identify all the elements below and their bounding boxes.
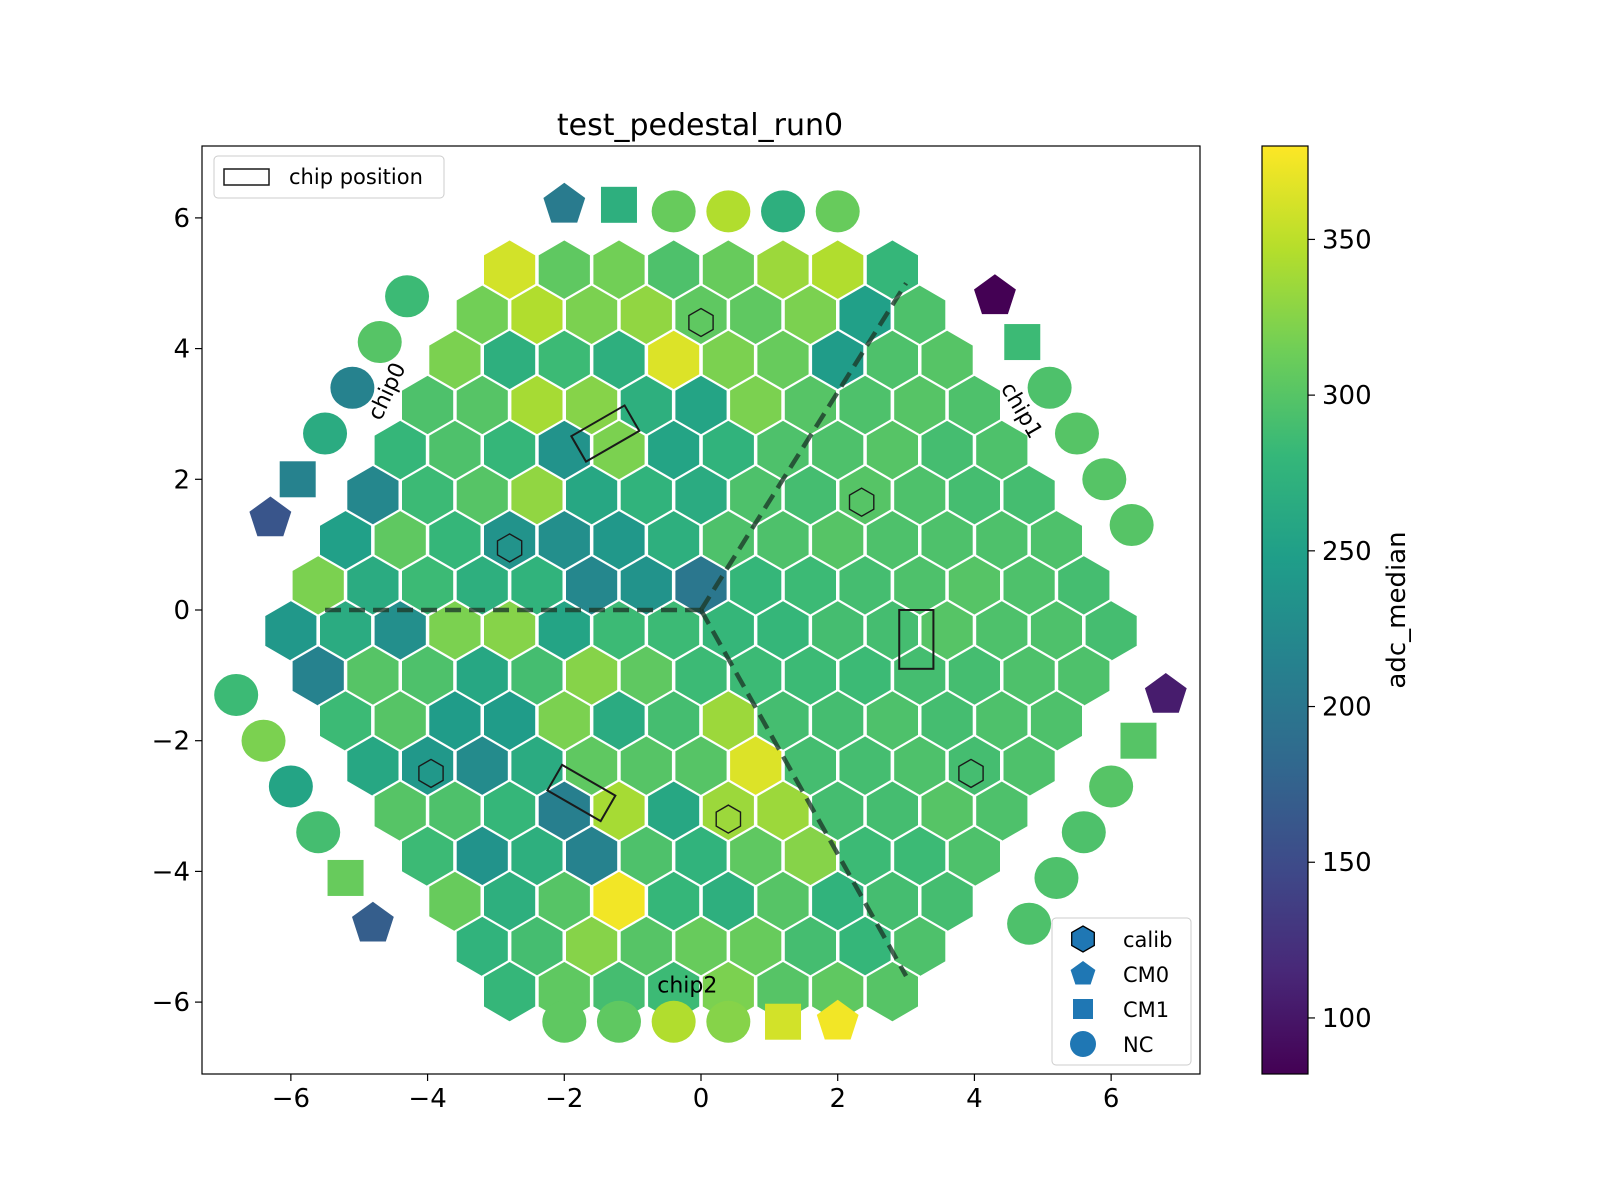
colorbar-tick-label: 150 — [1322, 848, 1372, 878]
cm0-channel-marker — [352, 901, 394, 942]
nc-channel-marker — [1034, 856, 1079, 899]
nc-channel-marker — [651, 190, 696, 233]
chip-position-rect — [898, 609, 935, 670]
legend-entry: NC — [1070, 1031, 1153, 1057]
chart-title: test_pedestal_run0 — [557, 108, 843, 143]
y-tick-label: 0 — [173, 596, 190, 626]
cm1-channel-marker — [279, 461, 316, 498]
x-tick-label: 2 — [829, 1084, 846, 1114]
nc-channel-marker — [303, 412, 348, 455]
nc-channel-marker — [1061, 811, 1106, 854]
hexagon-icon — [1071, 925, 1095, 953]
chip-boundary-line — [699, 608, 909, 978]
chip-position-rect — [546, 763, 617, 823]
cm1-channel-marker — [327, 859, 364, 896]
square-icon — [1073, 999, 1093, 1019]
nc-channel-marker — [357, 321, 402, 364]
cm0-channel-marker — [1144, 673, 1187, 713]
nc-channel-marker — [1082, 458, 1127, 501]
y-tick-label: 6 — [173, 204, 190, 234]
cm0-channel-marker — [249, 496, 292, 537]
calib-cell-outline — [418, 758, 444, 789]
hexagon-cell — [864, 959, 921, 1024]
cm0-channel-marker — [816, 999, 859, 1040]
edge-markers — [214, 182, 1187, 1043]
x-tick-label: 4 — [966, 1084, 983, 1114]
nc-channel-marker — [596, 1000, 641, 1043]
cm1-channel-marker — [1120, 722, 1157, 759]
legend-chip-position: chip position — [213, 155, 445, 199]
calib-cell-outline — [848, 487, 875, 518]
legend-label: CM0 — [1123, 963, 1169, 987]
nc-channel-marker — [1054, 412, 1099, 455]
calib-cell-outline — [958, 758, 984, 789]
cm1-channel-marker — [765, 1003, 802, 1040]
colorbar-tick-label: 250 — [1322, 537, 1372, 567]
nc-channel-marker — [385, 275, 430, 318]
legend-channel-types: calib CM0 CM1 NC — [1051, 917, 1192, 1066]
legend-entry: CM0 — [1070, 961, 1169, 987]
nc-channel-marker — [761, 190, 806, 233]
y-tick-label: −6 — [152, 988, 190, 1018]
nc-channel-marker — [542, 1000, 587, 1043]
legends: chip position calib CM0 CM1 NC — [213, 155, 1192, 1066]
calib-cell-outline — [688, 307, 714, 338]
legend-box — [1051, 917, 1192, 1066]
legend-entry: CM1 — [1073, 998, 1169, 1022]
calib-cell-outline — [496, 533, 523, 563]
nc-channel-marker — [1027, 366, 1072, 409]
colorbar-tick-label: 300 — [1322, 381, 1372, 411]
legend-entry: calib — [1071, 925, 1172, 953]
cm1-channel-marker — [1004, 324, 1041, 361]
y-tick-label: −4 — [152, 857, 190, 887]
x-tick-label: 0 — [693, 1084, 710, 1114]
legend-label: chip position — [289, 165, 423, 189]
legend-rect-icon — [223, 168, 270, 186]
calib-cell-outline — [715, 804, 742, 834]
y-tick-label: 2 — [173, 465, 190, 495]
nc-channel-marker — [214, 673, 259, 716]
nc-channel-marker — [241, 719, 286, 762]
chip-label: chip2 — [657, 973, 717, 998]
x-tick-label: 6 — [1103, 1084, 1120, 1114]
nc-channel-marker — [706, 1000, 751, 1043]
colorbar: 100 150 200 250 300 350 adc_median — [1261, 145, 1412, 1075]
nc-channel-marker — [651, 1000, 696, 1043]
nc-channel-marker — [815, 190, 860, 233]
x-tick-label: −6 — [272, 1084, 310, 1114]
legend-label: calib — [1123, 928, 1172, 952]
y-tick-label: 4 — [173, 335, 190, 365]
nc-channel-marker — [330, 366, 375, 409]
legend-label: NC — [1123, 1033, 1153, 1057]
nc-channel-marker — [1007, 902, 1052, 945]
nc-channel-marker — [1089, 765, 1134, 808]
colorbar-tick-label: 350 — [1322, 225, 1372, 255]
nc-channel-marker — [268, 765, 313, 808]
hexagon-cell — [809, 959, 866, 1024]
chip-position-rect — [569, 404, 641, 464]
nc-channel-marker — [1109, 504, 1154, 547]
legend-box — [213, 155, 445, 199]
nc-channel-marker — [706, 190, 751, 233]
cm1-channel-marker — [600, 186, 637, 223]
y-tick-label: −2 — [152, 727, 190, 757]
colorbar-bar — [1261, 145, 1309, 1075]
circle-icon — [1070, 1031, 1096, 1057]
x-tick-label: −4 — [408, 1084, 446, 1114]
colorbar-tick-label: 100 — [1322, 1004, 1372, 1034]
colorbar-tick-label: 200 — [1322, 693, 1372, 723]
hexagon-cell — [481, 959, 538, 1024]
x-tick-label: −2 — [545, 1084, 583, 1114]
legend-label: CM1 — [1123, 998, 1169, 1022]
hexagon-cells — [263, 237, 1139, 1024]
cm0-channel-marker — [543, 182, 586, 223]
axes: −6 −4 −2 0 2 4 6 −6 −4 −2 0 2 4 6 — [152, 204, 1120, 1114]
chip-boundary-line — [699, 282, 908, 612]
nc-channel-marker — [296, 811, 341, 854]
cm0-channel-marker — [974, 274, 1016, 315]
colorbar-label: adc_median — [1382, 531, 1412, 688]
pentagon-icon — [1070, 961, 1096, 985]
